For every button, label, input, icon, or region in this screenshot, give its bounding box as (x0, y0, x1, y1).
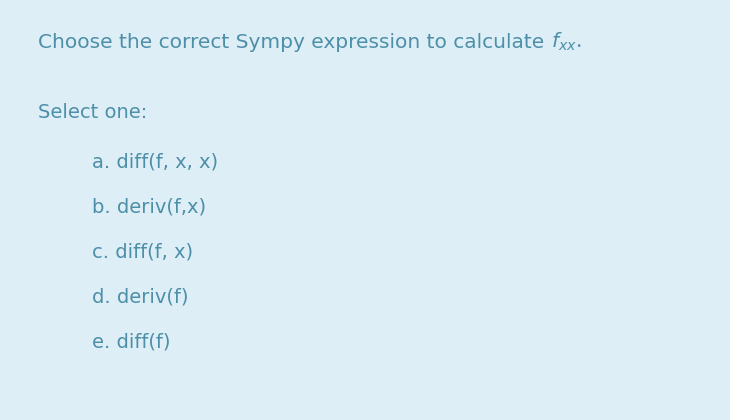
Text: c. diff(f, x): c. diff(f, x) (92, 242, 193, 262)
Text: e. diff(f): e. diff(f) (92, 333, 171, 352)
Circle shape (45, 326, 75, 357)
Circle shape (45, 192, 75, 223)
Circle shape (45, 147, 75, 178)
Text: Choose the correct Sympy expression to calculate: Choose the correct Sympy expression to c… (38, 32, 550, 52)
Text: $f_{xx}$.: $f_{xx}$. (550, 31, 581, 53)
Text: a. diff(f, x, x): a. diff(f, x, x) (92, 152, 218, 171)
Circle shape (45, 236, 75, 268)
Circle shape (45, 281, 75, 312)
Text: d. deriv(f): d. deriv(f) (92, 288, 188, 307)
Text: Select one:: Select one: (38, 102, 147, 121)
Text: b. deriv(f,x): b. deriv(f,x) (92, 197, 206, 216)
